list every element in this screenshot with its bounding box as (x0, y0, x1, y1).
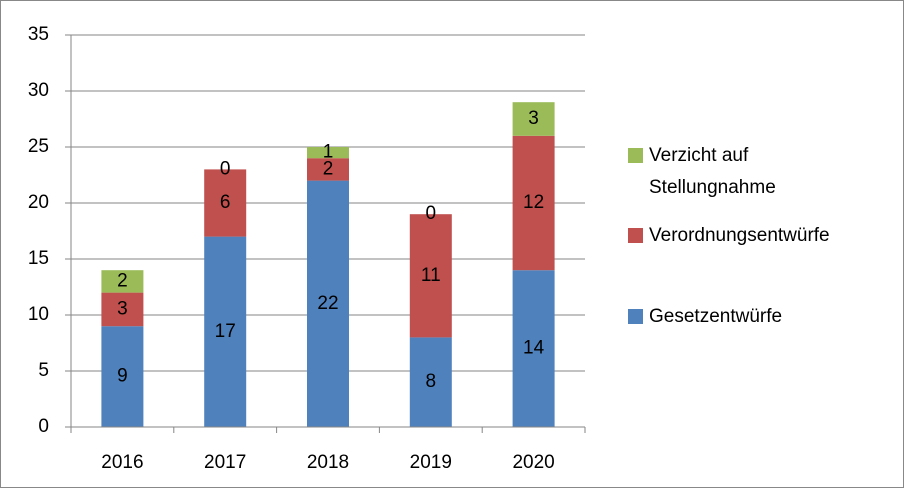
legend-label: Verzicht auf Stellungnahme (649, 145, 776, 198)
legend-label: Gesetzentwürfe (649, 306, 783, 327)
data-label: 22 (317, 293, 338, 314)
bar-segment (307, 180, 349, 427)
bar-segment (101, 326, 144, 427)
y-tick-label: 15 (28, 248, 49, 269)
data-label: 2 (117, 270, 128, 291)
y-tick-label: 25 (28, 136, 49, 157)
y-tick-label: 35 (28, 24, 49, 45)
bar-segment (101, 292, 144, 327)
bar-segment (204, 169, 247, 237)
bar-segment (512, 135, 555, 271)
data-label: 8 (426, 371, 437, 392)
bar-segment (512, 270, 555, 427)
y-tick-label: 0 (38, 416, 49, 437)
legend-swatch (628, 309, 643, 324)
data-label: 11 (421, 265, 441, 286)
data-label: 9 (117, 366, 128, 387)
legend-item: Verzicht auf Stellungnahme (628, 140, 890, 204)
data-label: 3 (117, 298, 128, 319)
legend-item: Verordnungsentwürfe (628, 220, 890, 252)
bar-segment (307, 158, 349, 181)
x-tick-label: 2018 (307, 452, 349, 473)
legend-item: Gesetzentwürfe (628, 301, 890, 333)
bar-segment (409, 214, 452, 338)
data-label: 6 (220, 192, 231, 213)
legend-label: Verordnungsentwürfe (649, 225, 830, 246)
x-tick-label: 2016 (101, 452, 143, 473)
data-label: 0 (426, 203, 437, 224)
y-tick-label: 10 (28, 304, 49, 325)
x-tick-label: 2017 (204, 452, 246, 473)
data-label: 0 (220, 158, 231, 179)
bar-segment (101, 270, 144, 293)
data-label: 1 (323, 142, 334, 163)
bar-segment (409, 337, 452, 427)
bar-segment (204, 236, 247, 427)
legend-swatch (628, 148, 643, 163)
x-tick-label: 2020 (512, 452, 554, 473)
bar-segment (307, 147, 349, 159)
x-tick-label: 2019 (410, 452, 452, 473)
legend-swatch (628, 228, 643, 243)
data-label: 12 (523, 192, 544, 213)
bar-segment (512, 102, 555, 136)
data-label: 14 (523, 338, 545, 359)
data-label: 2 (323, 158, 334, 179)
y-tick-label: 5 (38, 360, 49, 381)
y-tick-label: 30 (28, 80, 49, 101)
y-tick-label: 20 (28, 192, 49, 213)
data-label: 3 (528, 108, 539, 129)
data-label: 17 (215, 321, 236, 342)
